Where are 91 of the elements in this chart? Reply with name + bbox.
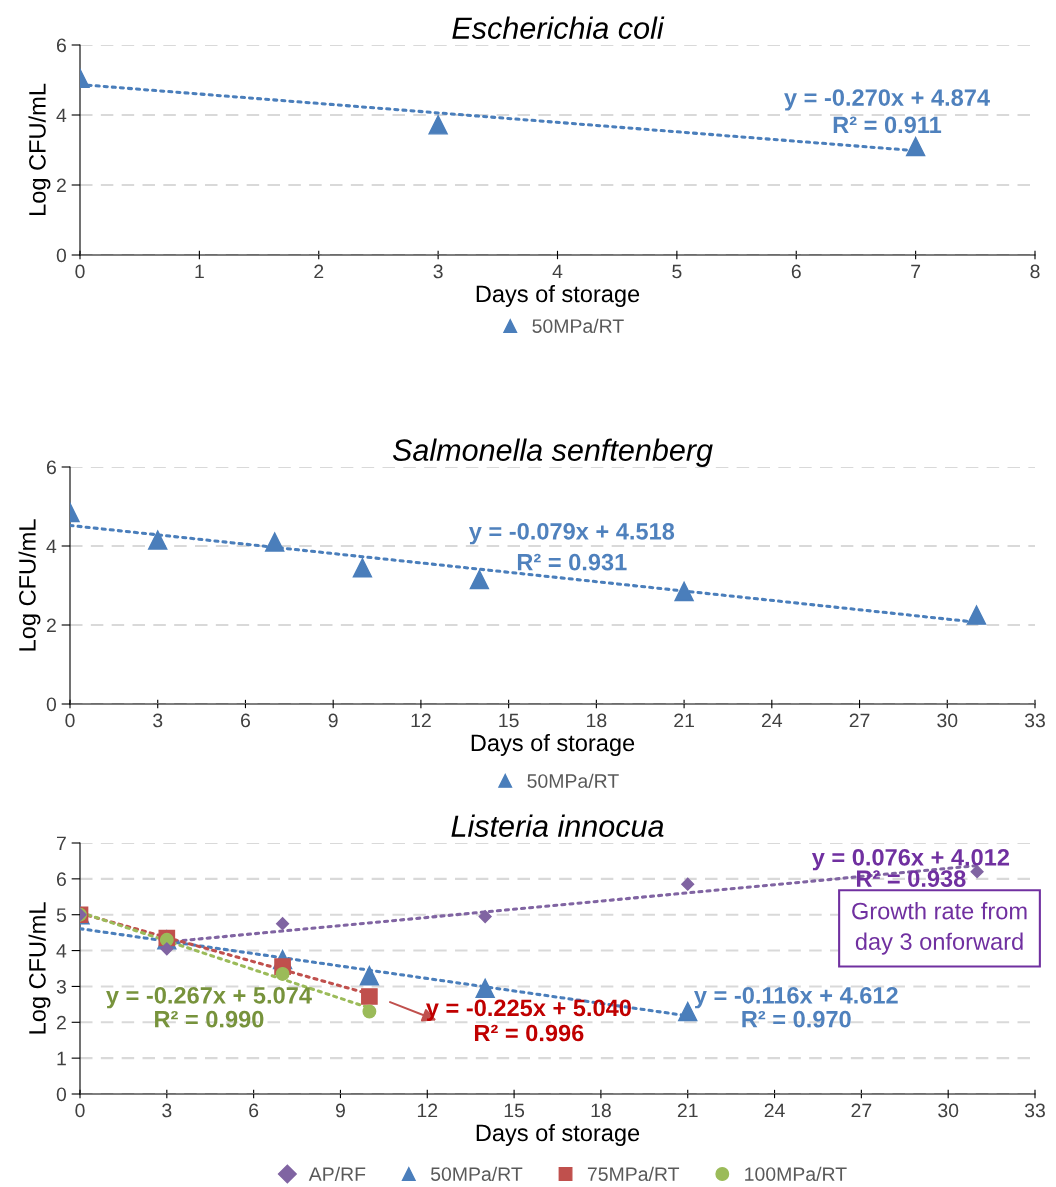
y-axis-title: Log CFU/mL	[18, 519, 41, 651]
x-tick-label: 4	[552, 264, 563, 279]
x-tick-label: 15	[499, 713, 519, 728]
x-tick-label: 3	[433, 264, 443, 279]
point	[160, 942, 174, 956]
y-tick-label: 7	[56, 836, 66, 851]
x-tick-label: 6	[791, 264, 801, 279]
point	[475, 978, 495, 998]
y-axis-title: Log CFU/mL	[28, 902, 51, 1034]
point	[674, 581, 694, 602]
x-tick-label: 3	[162, 1103, 172, 1118]
chart-title: Listeria innocua	[451, 814, 664, 837]
point	[966, 605, 987, 625]
x-tick-label: 12	[417, 1103, 438, 1118]
point	[275, 917, 290, 931]
x-tick-label: 21	[677, 1103, 698, 1118]
x-tick-label: 7	[911, 264, 921, 279]
y-tick-label: 6	[56, 872, 66, 887]
x-tick-label: 15	[504, 1103, 525, 1118]
annotation: y = -0.116x + 4.612	[694, 986, 898, 1009]
x-tick-label: 9	[328, 713, 338, 728]
legend-label: 75MPa/RT	[587, 1166, 680, 1181]
x-tick-label: 27	[849, 713, 870, 728]
annotation: y = -0.079x + 4.518	[468, 522, 675, 545]
point	[681, 877, 695, 891]
y-tick-label: 6	[56, 38, 66, 53]
x-tick-label: 1	[195, 264, 204, 279]
annotation: R² = 0.970	[742, 1010, 851, 1028]
y-tick-label: 5	[56, 908, 66, 922]
point	[469, 569, 490, 590]
annotation: Growth rate from day 3 onforward	[852, 902, 1027, 955]
x-tick-label: 30	[937, 713, 958, 728]
x-tick-label: 24	[761, 713, 783, 728]
x-tick-label: 2	[314, 264, 324, 279]
annotation: R² = 0.911	[833, 116, 942, 134]
annotation: y = -0.270x + 4.874	[784, 89, 990, 111]
legend-label: 50MPa/RT	[430, 1166, 523, 1181]
point	[352, 558, 373, 578]
annotation: y = 0.076x + 4.012	[811, 848, 1010, 871]
y-tick-label: 0	[46, 697, 57, 712]
y-tick-label: 6	[46, 460, 56, 475]
x-tick-label: 8	[1030, 264, 1040, 279]
y-tick-label: 4	[56, 108, 67, 123]
x-tick-label: 18	[591, 1103, 611, 1118]
point	[275, 966, 290, 981]
annotation: R² = 0.931	[517, 553, 627, 571]
y-tick-label: 2	[46, 618, 56, 633]
x-tick-label: 0	[75, 264, 85, 279]
x-tick-label: 24	[764, 1103, 785, 1118]
y-tick-label: 0	[56, 248, 67, 263]
point	[362, 1004, 377, 1019]
x-tick-label: 6	[241, 713, 251, 728]
y-tick-label: 4	[56, 944, 67, 958]
x-tick-label: 33	[1024, 713, 1045, 728]
x-tick-label: 12	[411, 713, 431, 728]
legend-label: 50MPa/RT	[532, 318, 624, 333]
annotation: y = -0.225x + 5.040	[425, 999, 631, 1021]
y-tick-label: 3	[56, 979, 66, 994]
point	[359, 965, 380, 986]
point	[478, 909, 492, 924]
x-tick-label: 18	[587, 713, 607, 728]
y-tick-label: 1	[57, 1051, 66, 1066]
y-tick-label: 0	[56, 1087, 67, 1102]
y-tick-label: 4	[46, 539, 57, 554]
y-tick-label: 2	[56, 178, 66, 193]
annotation: R² = 0.996	[474, 1024, 584, 1042]
legend-label: 100MPa/RT	[745, 1166, 847, 1181]
point	[361, 988, 378, 1005]
annotation: y = -0.267x + 5.074	[106, 986, 312, 1009]
x-tick-label: 0	[75, 1103, 85, 1118]
x-tick-label: 9	[335, 1103, 345, 1118]
x-tick-label: 33	[1024, 1103, 1045, 1118]
x-tick-label: 3	[153, 713, 163, 728]
annotation: R² = 0.990	[155, 1010, 264, 1028]
legend-label: AP/RF	[308, 1166, 366, 1181]
point	[148, 530, 168, 550]
x-axis-title: Days of storage	[476, 284, 640, 307]
x-tick-label: 30	[938, 1103, 959, 1118]
x-tick-label: 5	[672, 264, 682, 279]
y-tick-label: 2	[56, 1015, 66, 1030]
x-tick-label: 27	[851, 1103, 872, 1118]
point	[264, 532, 285, 552]
point	[970, 865, 984, 879]
chart-title: Escherichia coli	[452, 16, 665, 39]
x-tick-label: 6	[249, 1103, 259, 1118]
y-axis-title: Log CFU/mL	[28, 83, 51, 215]
x-axis-title: Days of storage	[471, 733, 635, 756]
x-axis-title: Days of storage	[476, 1123, 640, 1146]
x-tick-label: 21	[674, 713, 694, 728]
legend-label: 50MPa/RT	[527, 773, 619, 788]
chart-title: Salmonella senftenberg	[392, 438, 713, 467]
